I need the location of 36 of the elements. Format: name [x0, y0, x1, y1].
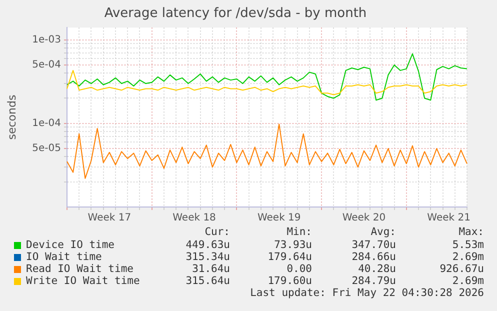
text: 40.28u — [358, 263, 396, 275]
x-tick-label: Week 18 — [172, 212, 216, 224]
text: Cur: — [204, 226, 230, 238]
y-tick-label: 1e-04 — [32, 118, 61, 129]
x-tick-label: Week 17 — [88, 212, 132, 224]
text: 73.93u — [274, 239, 312, 251]
legend-label: Write IO Wait time — [26, 275, 140, 287]
text: 347.70u — [352, 239, 396, 251]
text: 179.64u — [268, 251, 312, 263]
x-tick-label: Week 20 — [342, 212, 386, 224]
text: 2.69m — [452, 251, 484, 263]
y-axis-title: seconds — [5, 94, 18, 140]
chart-title: Average latency for /dev/sda - by month — [104, 6, 367, 22]
text: Last update: Fri May 22 04:30:28 2026 — [250, 287, 484, 299]
x-tick-label: Week 19 — [257, 212, 301, 224]
text: 284.79u — [352, 275, 396, 287]
text: 284.66u — [352, 251, 396, 263]
y-tick-label: 5e-04 — [32, 60, 61, 71]
legend-label: Read IO Wait time — [26, 263, 134, 275]
text: 5.53m — [452, 239, 484, 251]
text: 2.69m — [452, 275, 484, 287]
text: 179.60u — [268, 275, 312, 287]
text: 449.63u — [186, 239, 230, 251]
text: Min: — [286, 226, 312, 238]
legend-label: Device IO time — [26, 239, 115, 251]
y-tick-label: 5e-05 — [32, 143, 61, 154]
text: 315.34u — [186, 251, 230, 263]
y-tick-label: 1e-03 — [32, 34, 61, 46]
text: Max: — [458, 226, 484, 238]
text: 31.64u — [192, 263, 230, 275]
legend-label: IO Wait time — [26, 251, 102, 263]
text: Avg: — [370, 226, 396, 238]
x-tick-label: Week 21 — [427, 212, 470, 224]
text: 926.67u — [440, 263, 484, 275]
text: 315.64u — [186, 275, 230, 287]
text: 0.00 — [286, 263, 312, 275]
